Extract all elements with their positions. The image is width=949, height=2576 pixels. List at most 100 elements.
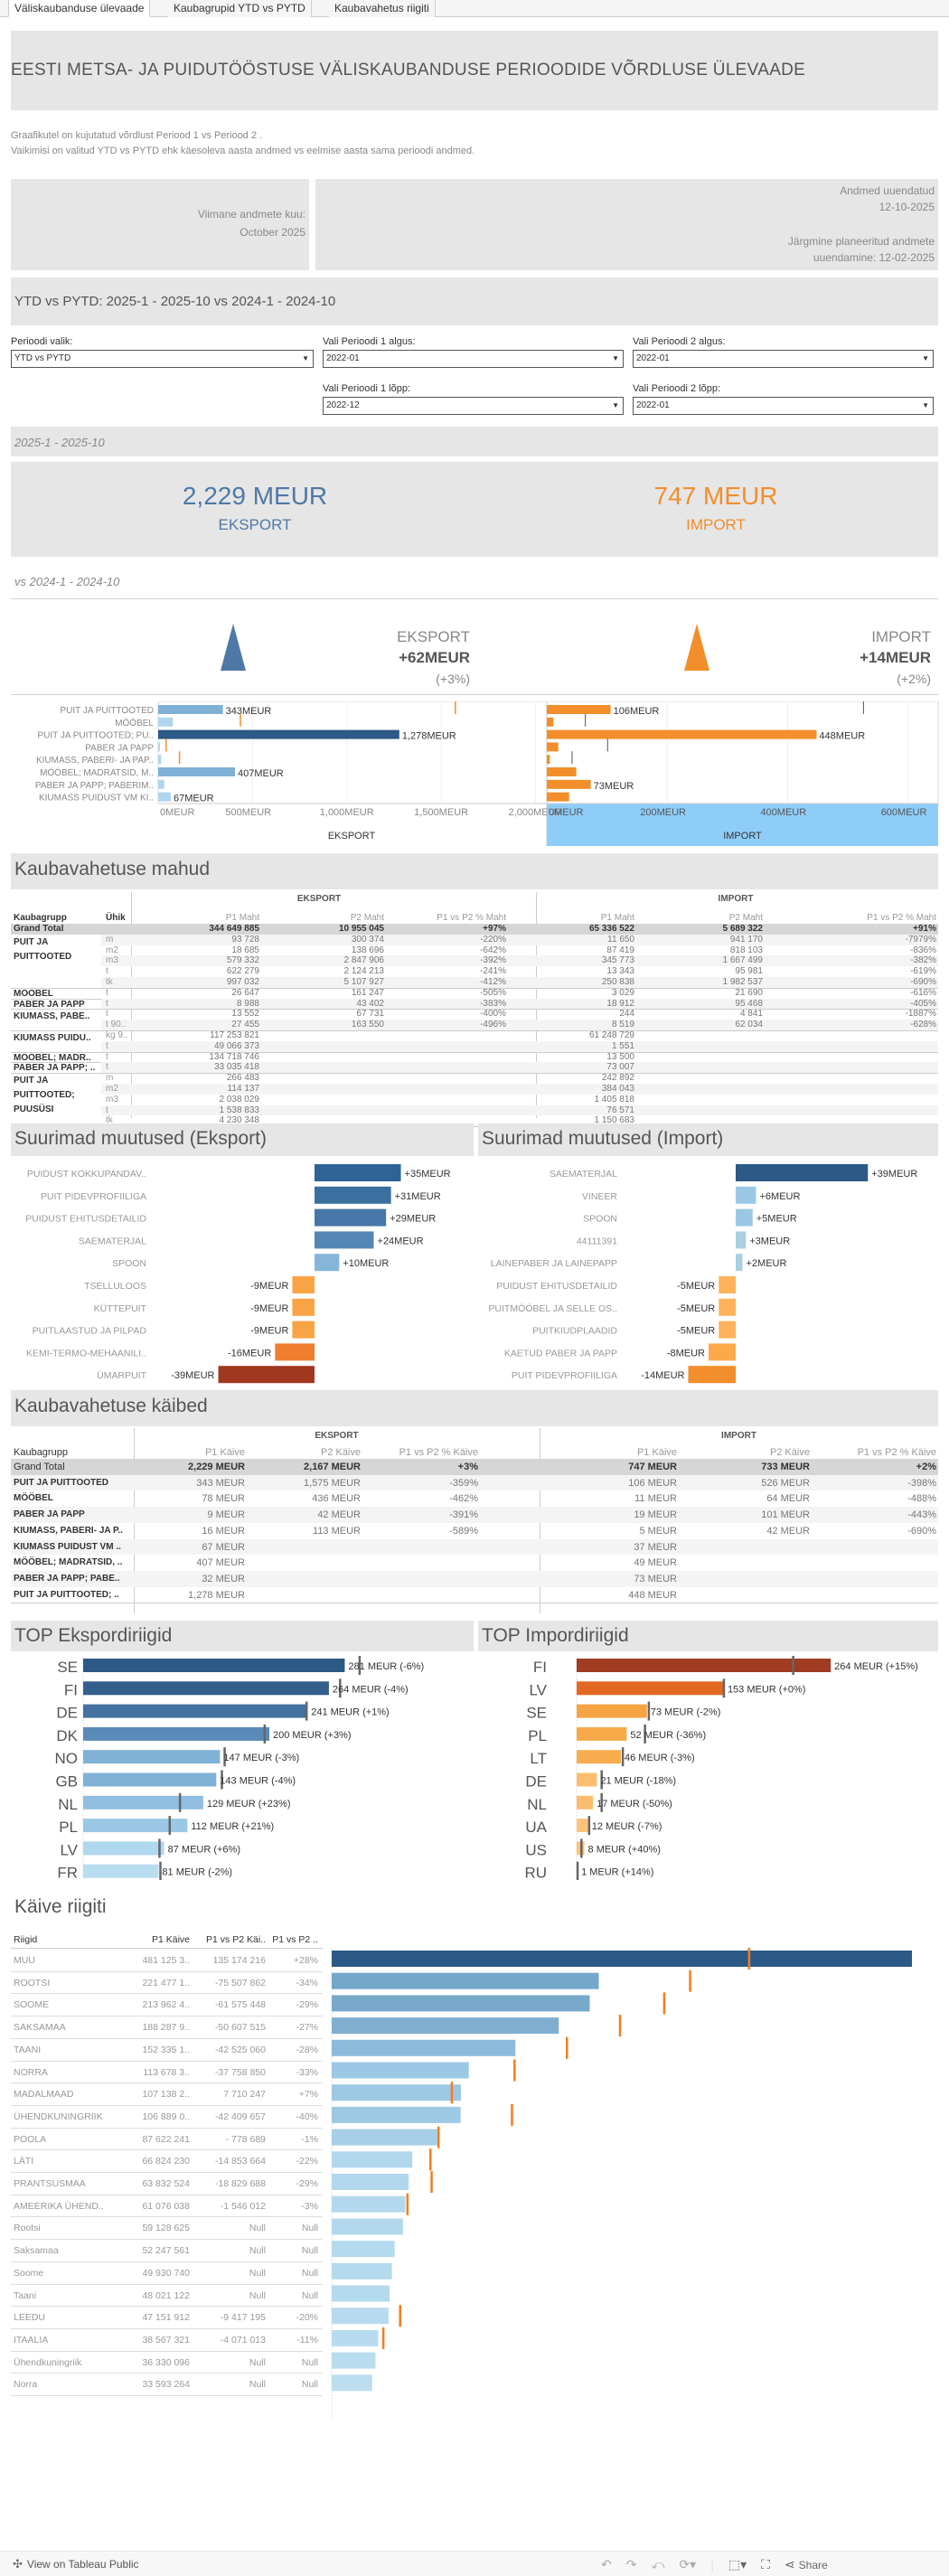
cell: 95 468 (735, 998, 763, 1009)
x-tick-label: 500MEUR (225, 807, 271, 818)
row-divider (11, 2373, 323, 2374)
header-banner: EESTI METSA- JA PUIDUTÖÖSTUSE VÄLISKAUBA… (11, 31, 938, 110)
top-import-title-bar: TOP Impordiriigid (478, 1621, 938, 1651)
country-turnover-bar (332, 2084, 461, 2101)
country-turnover-bar (332, 2352, 376, 2369)
view-on-tableau-label: View on Tableau Public (26, 2558, 139, 2571)
cell: 27 455 (231, 1020, 259, 1030)
cell: 95 981 (735, 966, 763, 977)
page-title: EESTI METSA- JA PUIDUTÖÖSTUSE VÄLISKAUBA… (11, 61, 806, 80)
cell: -690% (907, 1525, 936, 1537)
group-header-import: IMPORT (718, 894, 754, 904)
country-bar (577, 1681, 724, 1696)
change-bar (218, 1366, 315, 1384)
change-data-label: +10MEUR (343, 1258, 389, 1269)
cell: 16 MEUR (202, 1525, 245, 1537)
changes-import-chart: SAEMATERJAL +39MEUR VINEER +6MEUR SPOON +5MEU… (474, 1160, 949, 1386)
change-data-label: -9MEUR (250, 1303, 288, 1314)
country-label: FR (57, 1865, 78, 1880)
tab-kaubagrupid[interactable]: Kaubagrupid YTD vs PYTD (168, 0, 312, 17)
tab-kaubavahetus-riigiti[interactable]: Kaubavahetus riigiti (329, 0, 436, 17)
cell: -359% (449, 1477, 478, 1489)
group-header-export: EKSPORT (296, 894, 342, 904)
unit-cell: m3 (106, 955, 118, 966)
change-bar (292, 1321, 315, 1339)
cell: 747 MEUR (628, 1462, 677, 1472)
view-on-tableau-link[interactable]: ✣ View on Tableau Public (13, 2557, 139, 2571)
cell: -443% (907, 1509, 936, 1521)
kpi-box: 2,229 MEUR EKSPORT 747 MEUR IMPORT (11, 462, 938, 557)
cell: -29% (296, 2178, 318, 2189)
cell: 1 667 499 (722, 955, 764, 966)
cell: +91% (913, 924, 936, 934)
row-label: Grand Total (14, 924, 64, 934)
redo-icon[interactable]: ↷ (625, 2557, 637, 2571)
revert-icon[interactable]: ⤺ (651, 2557, 665, 2571)
export-up-triangle-icon (221, 624, 246, 671)
export-bar (158, 792, 171, 802)
country-label: LV (529, 1681, 547, 1698)
cell: Null (301, 2245, 318, 2257)
x-tick-label: 0MEUR (160, 807, 195, 818)
row-divider (11, 2261, 323, 2262)
category-label: PUIDUST KOKKUPANDAV.. (27, 1169, 146, 1180)
p2-start-dropdown[interactable]: 2022-01 ▼ (633, 350, 934, 368)
p1-end-dropdown[interactable]: 2022-12 ▼ (323, 397, 624, 415)
kaibed-title: Kaubavahetuse käibed (14, 1396, 208, 1416)
share-button[interactable]: ⋖ Share (785, 2557, 828, 2572)
cell: 941 170 (729, 934, 763, 945)
unit-cell: t (106, 966, 108, 977)
cell: 101 MEUR (761, 1509, 810, 1521)
p2-reference-mark (747, 1948, 751, 1970)
period-choice-dropdown[interactable]: YTD vs PYTD ▼ (11, 350, 314, 368)
cell: -405% (910, 998, 936, 1009)
tab-valiskaubanduse-ulevaade[interactable]: Väliskaubanduse ülevaade (8, 0, 151, 17)
cell: -382% (910, 955, 936, 966)
country-data-label: 264 MEUR (-4%) (333, 1684, 409, 1695)
top-export-title: TOP Ekspordiriigid (14, 1625, 173, 1646)
import-bar (547, 755, 550, 765)
cell: Null (249, 2356, 266, 2368)
row-divider (11, 2350, 323, 2352)
cell: 32 MEUR (202, 1573, 245, 1584)
row-divider (11, 1970, 323, 1972)
last-month-label: Viimane andmete kuu: (197, 208, 305, 221)
undo-icon[interactable]: ↶ (601, 2557, 612, 2571)
download-icon[interactable]: ⬚▾ (728, 2557, 747, 2571)
row-stripe (11, 1474, 938, 1491)
column-header: P1 vs P2 % Maht (437, 913, 506, 923)
country-turnover-bar (332, 2308, 389, 2325)
cell: 2,167 MEUR (304, 1462, 361, 1472)
cell: 134 718 746 (209, 1051, 259, 1062)
category-label: PUIDUST EHITUSDETAILID (25, 1214, 146, 1225)
divider (11, 694, 938, 695)
period1-label: 2025-1 - 2025-10 (14, 436, 105, 449)
country-name: Saksamaa (14, 2245, 59, 2257)
p1-start-dropdown[interactable]: 2022-01 ▼ (323, 350, 624, 368)
group-label: PUIT JA PUITTOOTED (14, 936, 72, 962)
country-turnover-bar (332, 2329, 379, 2346)
p2-end-dropdown[interactable]: 2022-01 ▼ (633, 397, 934, 415)
unit-cell: t (106, 987, 108, 998)
cell: 106 MEUR (628, 1477, 677, 1489)
cell: -61 575 448 (214, 1999, 266, 2011)
group-label: KIUMASS PUIDU.. (14, 1033, 91, 1043)
updated-label: Andmed uuendatud (840, 184, 935, 197)
refresh-icon[interactable]: ⟳▾ (679, 2557, 697, 2571)
cell: 13 552 (231, 1009, 259, 1020)
row-divider (11, 1948, 323, 1949)
cell: 250 838 (601, 977, 634, 987)
cell: 188 287 9.. (142, 2022, 190, 2034)
fullscreen-icon[interactable]: ⛶ (761, 2557, 770, 2571)
cell: 221 477 1.. (142, 1977, 190, 1988)
period-choice-value: YTD vs PYTD (14, 353, 71, 363)
cell: 1 405 818 (594, 1094, 635, 1105)
row-divider (11, 2327, 323, 2329)
country-label: SE (526, 1705, 547, 1722)
category-label: SPOON (583, 1214, 617, 1225)
unit-cell: m (106, 934, 114, 945)
change-data-label: +31MEUR (395, 1191, 441, 1202)
export-bar (158, 717, 174, 727)
change-bar (292, 1298, 315, 1316)
p1-end-label: Vali Perioodi 1 lõpp: (323, 383, 411, 394)
